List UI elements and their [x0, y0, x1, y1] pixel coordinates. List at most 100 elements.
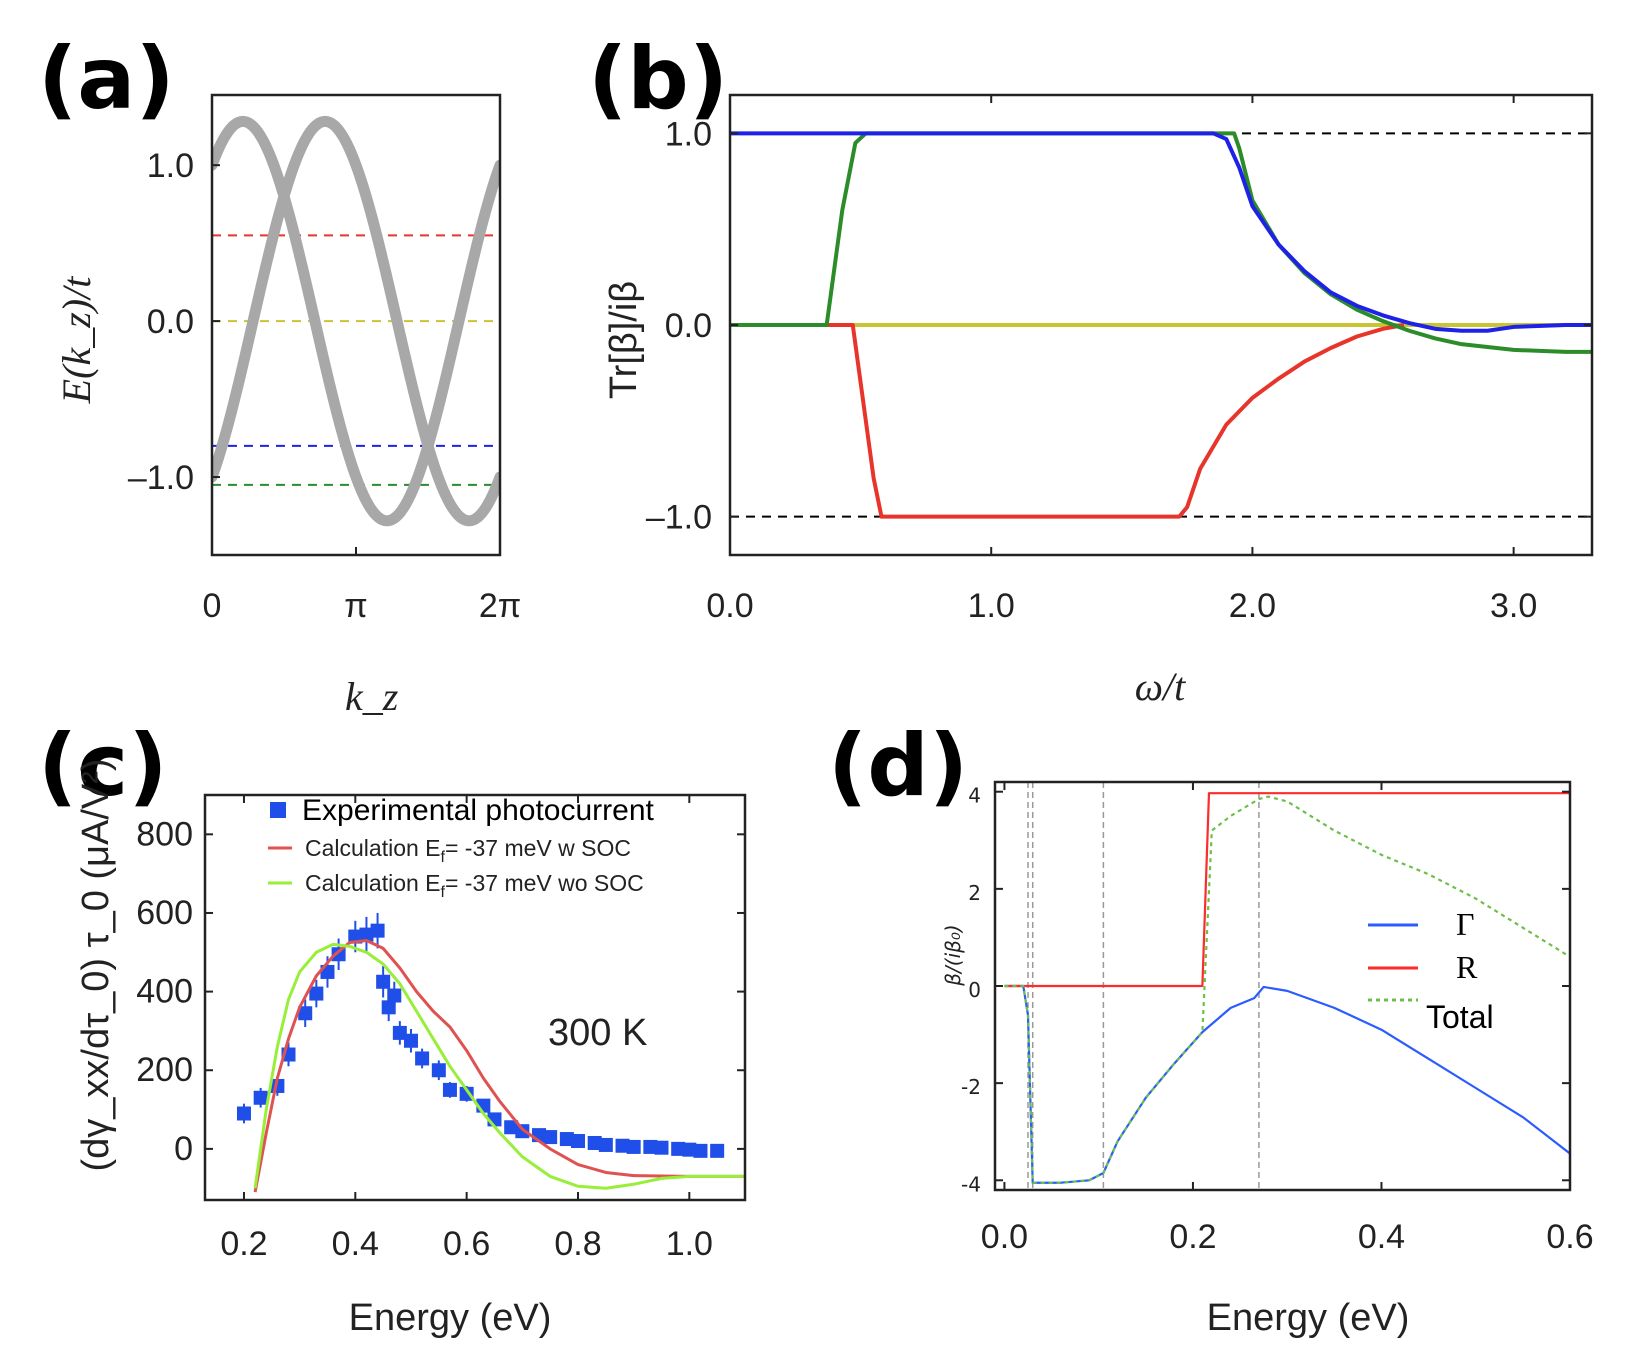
data-point: [587, 1135, 602, 1150]
plot-frame: [993, 780, 1572, 1192]
x-tick-label: 0.4: [1358, 1218, 1405, 1256]
legend-label-experimental: Experimental photocurrent: [302, 794, 655, 827]
x-tick-label: 0.0: [981, 1218, 1028, 1256]
series-band-1: [212, 115, 500, 527]
legend-label-total: Total: [1426, 999, 1494, 1035]
plot-frame: [203, 793, 747, 1202]
y-tick-label: 600: [136, 894, 193, 932]
data-point: [387, 988, 402, 1003]
panel-c: 0.2 0.4 0.6 0.8 1.0 0 200 400 600 800: [136, 793, 747, 1263]
series-calculation-e-f-37-mev-w-soc: [253, 938, 745, 1193]
x-tick-label: 0: [203, 587, 222, 625]
panel-b: 0.0 1.0 2.0 3.0 1.0 0.0 –1.0: [646, 93, 1594, 625]
x-tick-label: 0.8: [554, 1225, 601, 1263]
data-point: [710, 1143, 725, 1158]
panel-a-ylabel: E(k_z)/t: [54, 276, 99, 405]
panel-b-ylabel: Tr[β]/iβ: [603, 281, 645, 399]
y-tick-label: 0.0: [147, 303, 194, 341]
data-point: [570, 1134, 585, 1149]
y-tick-label: 1.0: [147, 147, 194, 185]
y-tick-label: -4: [961, 1172, 981, 1196]
panel-d-ylabel: β/(iβ₀): [941, 924, 965, 986]
panel-d-legend: Γ R Total: [1368, 906, 1494, 1035]
plot-area: [236, 912, 745, 1193]
data-point: [626, 1139, 641, 1154]
series-calculation-e-f-37-mev-wo-soc: [253, 942, 745, 1190]
y-tick-label: 2: [968, 881, 981, 905]
data-point: [643, 1139, 658, 1154]
data-point: [615, 1138, 630, 1153]
plot-area: [730, 131, 1592, 519]
plot-frame: [210, 93, 502, 557]
data-point: [236, 1106, 251, 1121]
data-point: [515, 1124, 530, 1139]
x-tick-label: 1.0: [968, 587, 1015, 625]
data-point: [415, 1051, 430, 1066]
x-tick-label: 2.0: [1229, 587, 1276, 625]
data-point: [431, 1063, 446, 1078]
x-tick-label: 3.0: [1490, 587, 1537, 625]
x-tick-label: 0.6: [1546, 1218, 1593, 1256]
x-tick-label: 0.0: [706, 587, 753, 625]
data-point: [442, 1082, 457, 1097]
x-tick-label: 0.2: [1169, 1218, 1216, 1256]
data-point: [331, 947, 346, 962]
data-point: [682, 1142, 697, 1157]
legend-label-r: R: [1456, 949, 1478, 985]
legend-marker-experimental: [270, 802, 286, 818]
y-tick-label: –1.0: [646, 499, 712, 537]
data-point: [403, 1033, 418, 1048]
panel-b-xlabel: ω/t: [1135, 664, 1186, 709]
series-band-2: [212, 115, 500, 527]
y-tick-label: 0.0: [665, 307, 712, 345]
data-point: [298, 1006, 313, 1021]
panel-d: 0.0 0.2 0.4 0.6 4 2 0 -2 -4: [961, 780, 1594, 1256]
series-r: [1004, 792, 1570, 988]
y-tick-label: 4: [968, 784, 981, 808]
panel-a: 0 π 2π 1.0 0.0 –1.0: [128, 93, 521, 625]
temperature-annotation: 300 K: [548, 1012, 647, 1054]
data-point: [598, 1137, 613, 1152]
series-blue: [730, 131, 1592, 333]
data-point: [253, 1090, 268, 1105]
panel-label-c: (c): [38, 716, 168, 816]
data-point: [359, 927, 374, 942]
panel-c-legend: Experimental photocurrent Calculation Ef…: [268, 794, 655, 901]
data-point: [376, 974, 391, 989]
x-tick-label: 0.2: [220, 1225, 267, 1263]
panel-c-ylabel: (dγ_xx/dτ_0) τ_0 (μA/V²): [75, 758, 117, 1171]
series-total: [1004, 795, 1570, 1184]
series-red: [730, 323, 1405, 519]
data-point: [693, 1143, 708, 1158]
data-point: [671, 1141, 686, 1156]
x-tick-label: 0.4: [332, 1225, 379, 1263]
legend-label-soc: Calculation Ef= -37 meV w SOC: [305, 835, 631, 866]
panel-a-xlabel: k_z: [345, 674, 399, 719]
panel-label-a: (a): [38, 29, 175, 129]
y-tick-label: –1.0: [128, 459, 194, 497]
x-tick-label: 1.0: [666, 1225, 713, 1263]
data-point: [543, 1130, 558, 1145]
legend-label-gamma: Γ: [1456, 906, 1475, 942]
y-tick-label: 0: [174, 1130, 193, 1168]
panel-label-b: (b): [588, 29, 728, 129]
panel-c-xlabel: Energy (eV): [349, 1297, 552, 1339]
y-tick-label: 0: [968, 978, 981, 1002]
series-green: [730, 131, 1592, 354]
y-tick-label: 1.0: [665, 115, 712, 153]
plot-area: [212, 115, 500, 527]
y-tick-label: -2: [961, 1075, 981, 1099]
y-tick-label: 200: [136, 1051, 193, 1089]
x-tick-label: 2π: [479, 587, 521, 625]
y-tick-label: 800: [136, 815, 193, 853]
x-tick-label: 0.6: [443, 1225, 490, 1263]
data-point: [381, 1000, 396, 1015]
plot-frame: [728, 93, 1594, 557]
x-tick-label: π: [344, 587, 367, 625]
data-point: [559, 1132, 574, 1147]
y-tick-label: 400: [136, 973, 193, 1011]
data-point: [504, 1120, 519, 1135]
data-point: [392, 1025, 407, 1040]
panel-d-xlabel: Energy (eV): [1207, 1297, 1410, 1339]
